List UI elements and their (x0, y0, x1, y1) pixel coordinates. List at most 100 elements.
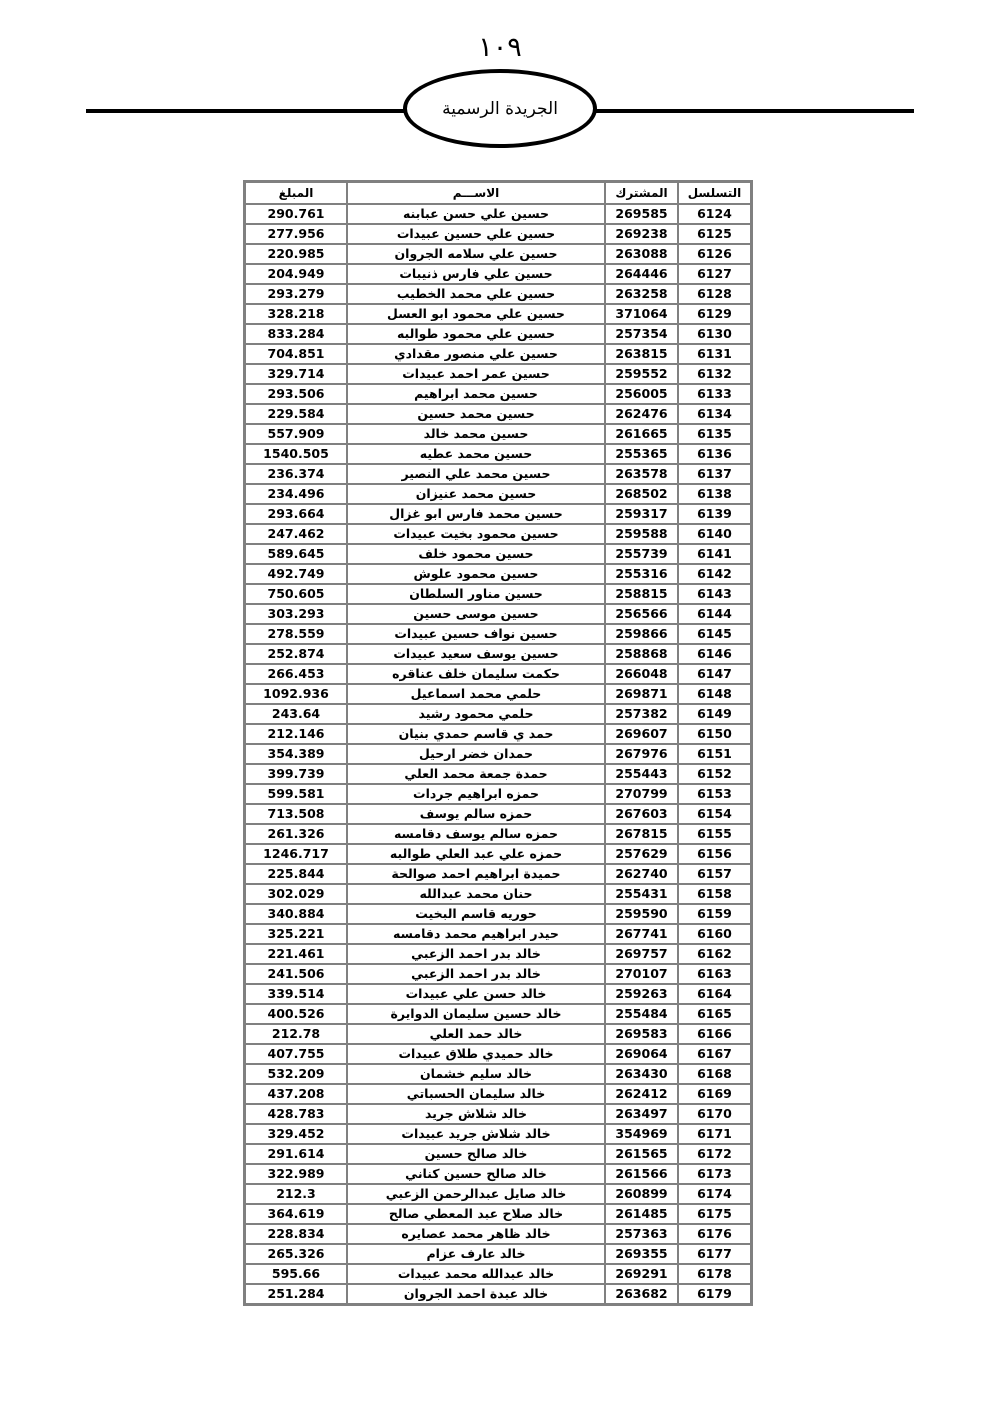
cell-serial: 6169 (678, 1084, 751, 1104)
table-row: 251.284 خالد عبدة احمد الجروان 263682 6179 (245, 1284, 751, 1304)
cell-subscriber: 255316 (605, 564, 678, 584)
header-rule-container: الجريدة الرسمية (86, 69, 914, 161)
cell-name: خالد صايل عبدالرحمن الزعبي (347, 1184, 605, 1204)
cell-subscriber: 255443 (605, 764, 678, 784)
cell-subscriber: 263088 (605, 244, 678, 264)
cell-name: خالد شلاش جريد (347, 1104, 605, 1124)
cell-serial: 6154 (678, 804, 751, 824)
cell-amount: 492.749 (245, 564, 347, 584)
cell-subscriber: 269064 (605, 1044, 678, 1064)
table-row: 599.581 حمزه ابراهيم جردات 270799 6153 (245, 784, 751, 804)
cell-serial: 6129 (678, 304, 751, 324)
cell-name: حسين يوسف سعيد عبيدات (347, 644, 605, 664)
cell-amount: 302.029 (245, 884, 347, 904)
cell-name: حسين عمر احمد عبيدات (347, 364, 605, 384)
table-row: 750.605 حسين مناور السلطان 258815 6143 (245, 584, 751, 604)
cell-serial: 6159 (678, 904, 751, 924)
cell-name: حيدر ابراهيم محمد دقامسه (347, 924, 605, 944)
column-header-name: الاســـم (347, 182, 605, 204)
table-row: 221.461 خالد بدر احمد الزعبي 269757 6162 (245, 944, 751, 964)
cell-name: حوريه قاسم البخيت (347, 904, 605, 924)
cell-amount: 220.985 (245, 244, 347, 264)
cell-name: حنان محمد عبدالله (347, 884, 605, 904)
cell-subscriber: 354969 (605, 1124, 678, 1144)
cell-amount: 293.664 (245, 504, 347, 524)
cell-subscriber: 259317 (605, 504, 678, 524)
cell-name: خالد حسين سليمان الدوايرة (347, 1004, 605, 1024)
table-row: 234.496 حسين محمد عنيزان 268502 6138 (245, 484, 751, 504)
cell-name: حمزه سالم يوسف (347, 804, 605, 824)
cell-subscriber: 261665 (605, 424, 678, 444)
table-row: 595.66 خالد عبدالله محمد عبيدات 269291 6178 (245, 1264, 751, 1284)
cell-amount: 400.526 (245, 1004, 347, 1024)
table-row: 704.851 حسين علي منصور مقدادي 263815 6131 (245, 344, 751, 364)
cell-serial: 6146 (678, 644, 751, 664)
cell-subscriber: 259588 (605, 524, 678, 544)
cell-amount: 407.755 (245, 1044, 347, 1064)
cell-subscriber: 371064 (605, 304, 678, 324)
cell-amount: 340.884 (245, 904, 347, 924)
cell-name: حسين علي سلامه الجروان (347, 244, 605, 264)
table-row: 399.739 حمدة جمعة محمد العلي 255443 6152 (245, 764, 751, 784)
cell-subscriber: 267976 (605, 744, 678, 764)
cell-subscriber: 262476 (605, 404, 678, 424)
cell-amount: 428.783 (245, 1104, 347, 1124)
cell-amount: 290.761 (245, 204, 347, 224)
cell-name: حسين موسى حسين (347, 604, 605, 624)
cell-name: خالد بدر احمد الزعبي (347, 964, 605, 984)
cell-name: خالد حمد العلي (347, 1024, 605, 1044)
cell-serial: 6172 (678, 1144, 751, 1164)
table-row: 265.326 خالد عارف عزام 269355 6177 (245, 1244, 751, 1264)
cell-amount: 265.326 (245, 1244, 347, 1264)
table-row: 329.714 حسين عمر احمد عبيدات 259552 6132 (245, 364, 751, 384)
cell-name: حسين علي فارس ذنيبات (347, 264, 605, 284)
cell-name: حمد ي قاسم حمدي بنيان (347, 724, 605, 744)
cell-name: حسين محمد حسين (347, 404, 605, 424)
cell-name: خالد عبدة احمد الجروان (347, 1284, 605, 1304)
gazette-table-container: المبلغ الاســـم المشترك التسلسل 290.761 ح… (243, 180, 753, 1306)
cell-subscriber: 263578 (605, 464, 678, 484)
cell-name: حسين علي محمود طوالبه (347, 324, 605, 344)
cell-name: حمزه علي عبد العلي طوالبه (347, 844, 605, 864)
table-row: 322.989 خالد صالح حسين كناني 261566 6173 (245, 1164, 751, 1184)
cell-name: حسين علي منصور مقدادي (347, 344, 605, 364)
cell-name: خالد سليمان الحسباتي (347, 1084, 605, 1104)
cell-serial: 6141 (678, 544, 751, 564)
cell-amount: 225.844 (245, 864, 347, 884)
cell-name: حلمي محمود رشيد (347, 704, 605, 724)
cell-name: خالد صالح حسين (347, 1144, 605, 1164)
table-row: 290.761 حسين علي حسن عبابنه 269585 6124 (245, 204, 751, 224)
cell-name: حسين محمد ابراهيم (347, 384, 605, 404)
cell-name: حسين محمود بخيت عبيدات (347, 524, 605, 544)
table-row: 252.874 حسين يوسف سعيد عبيدات 258868 6146 (245, 644, 751, 664)
table-row: 293.279 حسين علي محمد الخطيب 263258 6128 (245, 284, 751, 304)
table-body: 290.761 حسين علي حسن عبابنه 269585 6124 277.… (245, 204, 751, 1304)
table-row: 532.209 خالد سليم خشمان 263430 6168 (245, 1064, 751, 1084)
cell-subscriber: 268502 (605, 484, 678, 504)
cell-serial: 6156 (678, 844, 751, 864)
cell-subscriber: 255484 (605, 1004, 678, 1024)
table-row: 303.293 حسين موسى حسين 256566 6144 (245, 604, 751, 624)
table-row: 220.985 حسين علي سلامه الجروان 263088 6126 (245, 244, 751, 264)
cell-name: حسين علي محمود ابو العسل (347, 304, 605, 324)
cell-serial: 6176 (678, 1224, 751, 1244)
column-header-amount: المبلغ (245, 182, 347, 204)
table-row: 204.949 حسين علي فارس ذنيبات 264446 6127 (245, 264, 751, 284)
cell-amount: 713.508 (245, 804, 347, 824)
cell-serial: 6133 (678, 384, 751, 404)
cell-amount: 328.218 (245, 304, 347, 324)
cell-subscriber: 269585 (605, 204, 678, 224)
cell-amount: 532.209 (245, 1064, 347, 1084)
cell-subscriber: 255739 (605, 544, 678, 564)
cell-amount: 293.506 (245, 384, 347, 404)
cell-serial: 6158 (678, 884, 751, 904)
table-row: 340.884 حوريه قاسم البخيت 259590 6159 (245, 904, 751, 924)
cell-amount: 599.581 (245, 784, 347, 804)
table-row: 291.614 خالد صالح حسين 261565 6172 (245, 1144, 751, 1164)
cell-subscriber: 266048 (605, 664, 678, 684)
cell-serial: 6162 (678, 944, 751, 964)
cell-name: حسين محمود علوش (347, 564, 605, 584)
cell-amount: 557.909 (245, 424, 347, 444)
cell-name: حسين محمد علي النصير (347, 464, 605, 484)
cell-serial: 6140 (678, 524, 751, 544)
